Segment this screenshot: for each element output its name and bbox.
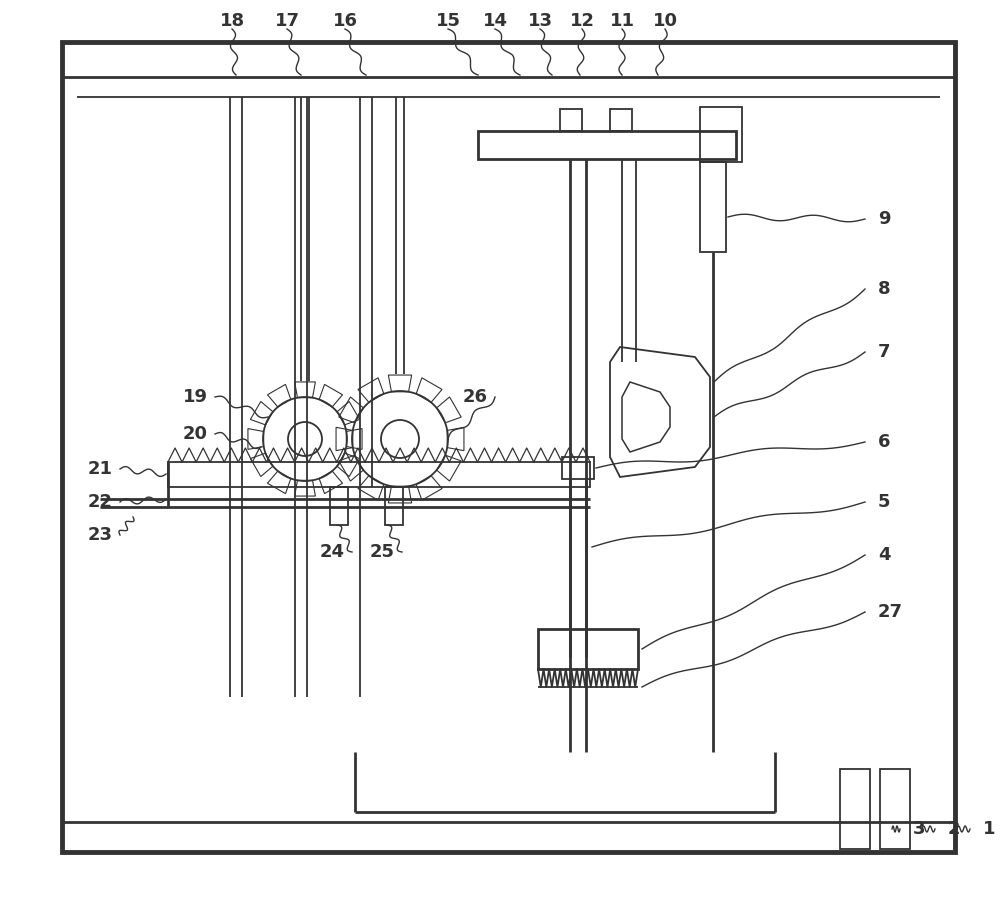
Text: 19: 19 bbox=[182, 388, 208, 406]
Bar bbox=[880, 769, 910, 849]
Text: 21: 21 bbox=[88, 460, 112, 478]
Text: 5: 5 bbox=[878, 493, 891, 511]
Text: 17: 17 bbox=[274, 12, 300, 30]
Text: 6: 6 bbox=[878, 433, 891, 451]
Text: 26: 26 bbox=[462, 388, 488, 406]
Text: 22: 22 bbox=[88, 493, 112, 511]
Text: 12: 12 bbox=[570, 12, 594, 30]
Text: 11: 11 bbox=[610, 12, 635, 30]
Text: 23: 23 bbox=[88, 526, 112, 544]
Text: 25: 25 bbox=[370, 543, 394, 561]
Text: 8: 8 bbox=[878, 280, 891, 298]
Bar bbox=[62, 42, 955, 852]
Text: 13: 13 bbox=[528, 12, 552, 30]
Text: 2: 2 bbox=[948, 820, 960, 838]
Text: 4: 4 bbox=[878, 546, 891, 564]
Bar bbox=[560, 109, 582, 131]
Text: 14: 14 bbox=[482, 12, 508, 30]
Text: 16: 16 bbox=[332, 12, 358, 30]
Bar bbox=[840, 769, 870, 849]
Bar bbox=[478, 131, 736, 159]
Bar bbox=[538, 629, 638, 669]
Text: 3: 3 bbox=[913, 820, 926, 838]
Bar bbox=[168, 462, 590, 487]
Text: 24: 24 bbox=[320, 543, 344, 561]
Bar bbox=[700, 162, 726, 252]
Bar bbox=[700, 107, 742, 162]
Bar bbox=[62, 42, 955, 77]
Text: 7: 7 bbox=[878, 343, 891, 361]
Bar bbox=[562, 457, 594, 479]
Text: 20: 20 bbox=[182, 425, 208, 443]
Bar bbox=[330, 487, 348, 525]
Bar bbox=[62, 822, 955, 852]
Text: 15: 15 bbox=[436, 12, 460, 30]
Bar bbox=[610, 109, 632, 131]
Text: 1: 1 bbox=[983, 820, 996, 838]
Text: 27: 27 bbox=[878, 603, 903, 621]
Text: 10: 10 bbox=[652, 12, 678, 30]
Bar bbox=[385, 487, 403, 525]
Text: 9: 9 bbox=[878, 210, 891, 228]
Text: 18: 18 bbox=[219, 12, 245, 30]
